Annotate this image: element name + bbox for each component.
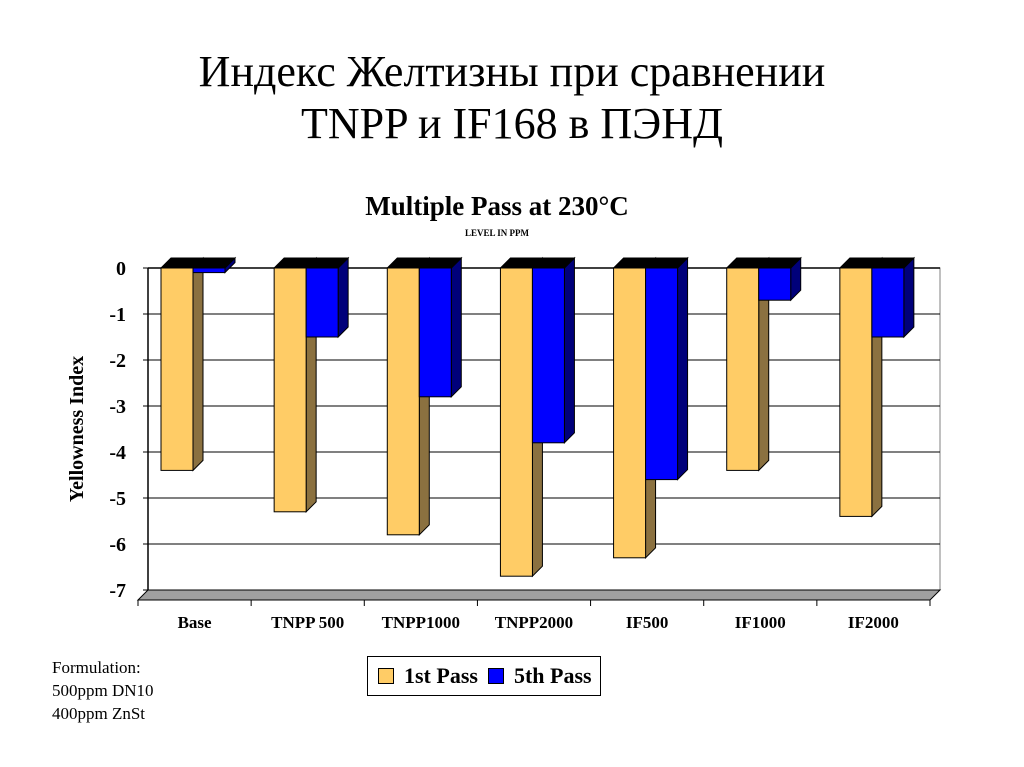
y-tick-label: -3 [109, 396, 126, 418]
slide-title: Индекс Желтизны при сравнении TNPP и IF1… [0, 46, 1024, 150]
bar-1st-pass [499, 267, 533, 577]
formulation-line-2: 500ppm DN10 [52, 681, 154, 700]
y-tick-label: 0 [116, 258, 126, 280]
bar-1st-pass [726, 267, 760, 471]
slide-title-line-1: Индекс Желтизны при сравнении [198, 47, 826, 96]
bar-1st-pass [273, 267, 307, 513]
bar-side [563, 256, 575, 445]
bar-side [450, 256, 462, 399]
x-tick-label: TNPP2000 [495, 613, 573, 632]
x-tick-label: TNPP1000 [382, 613, 460, 632]
y-axis-label: Yellowness Index [66, 356, 88, 502]
bar-5th-pass [645, 267, 679, 481]
y-tick-label: -1 [109, 304, 126, 326]
x-tick-label: IF500 [626, 613, 669, 632]
legend-swatch-1st-pass [378, 668, 394, 684]
bar-5th-pass [418, 267, 452, 398]
legend-label-1st-pass: 1st Pass [404, 663, 478, 688]
bar-side [677, 256, 689, 481]
formulation-line-3: 400ppm ZnSt [52, 704, 146, 723]
x-tick-label: IF1000 [735, 613, 786, 632]
slide-title-line-2: TNPP и IF168 в ПЭНД [300, 99, 724, 148]
x-tick-label: TNPP 500 [271, 613, 344, 632]
bar-5th-pass [305, 267, 339, 338]
bar-5th-pass [871, 267, 905, 338]
formulation-line-1: Formulation: [52, 658, 141, 677]
bar-1st-pass [613, 267, 647, 559]
legend-swatch-5th-pass [487, 668, 504, 684]
legend-item-1st-pass: 1st Pass [378, 663, 478, 689]
bar-side [192, 256, 204, 472]
chart-subtitle: LEVEL IN PPM [465, 228, 530, 238]
x-tick-label: IF2000 [848, 613, 899, 632]
bar-5th-pass [531, 267, 565, 444]
bar-1st-pass [160, 267, 194, 471]
y-tick-label: -5 [109, 488, 126, 510]
legend-label-5th-pass: 5th Pass [513, 663, 592, 688]
formulation-note: Formulation: 500ppm DN10 400ppm ZnSt [52, 656, 154, 725]
chart-title: Multiple Pass at 230°C [365, 191, 629, 221]
x-tick-label: Base [178, 613, 212, 632]
legend-item-5th-pass: 5th Pass [487, 663, 592, 689]
bar-5th-pass [758, 267, 792, 301]
bar-side [337, 256, 349, 339]
bar-5th-pass [192, 267, 226, 274]
bar-1st-pass [386, 267, 420, 536]
bar-1st-pass [839, 267, 873, 517]
chart-floor [136, 589, 942, 601]
y-tick-label: -6 [109, 534, 126, 556]
bar-side [903, 256, 915, 339]
y-tick-label: -7 [109, 580, 126, 602]
y-tick-label: -4 [109, 442, 126, 464]
chart-legend: 1st Pass 5th Pass [367, 656, 601, 696]
y-tick-label: -2 [109, 350, 126, 372]
